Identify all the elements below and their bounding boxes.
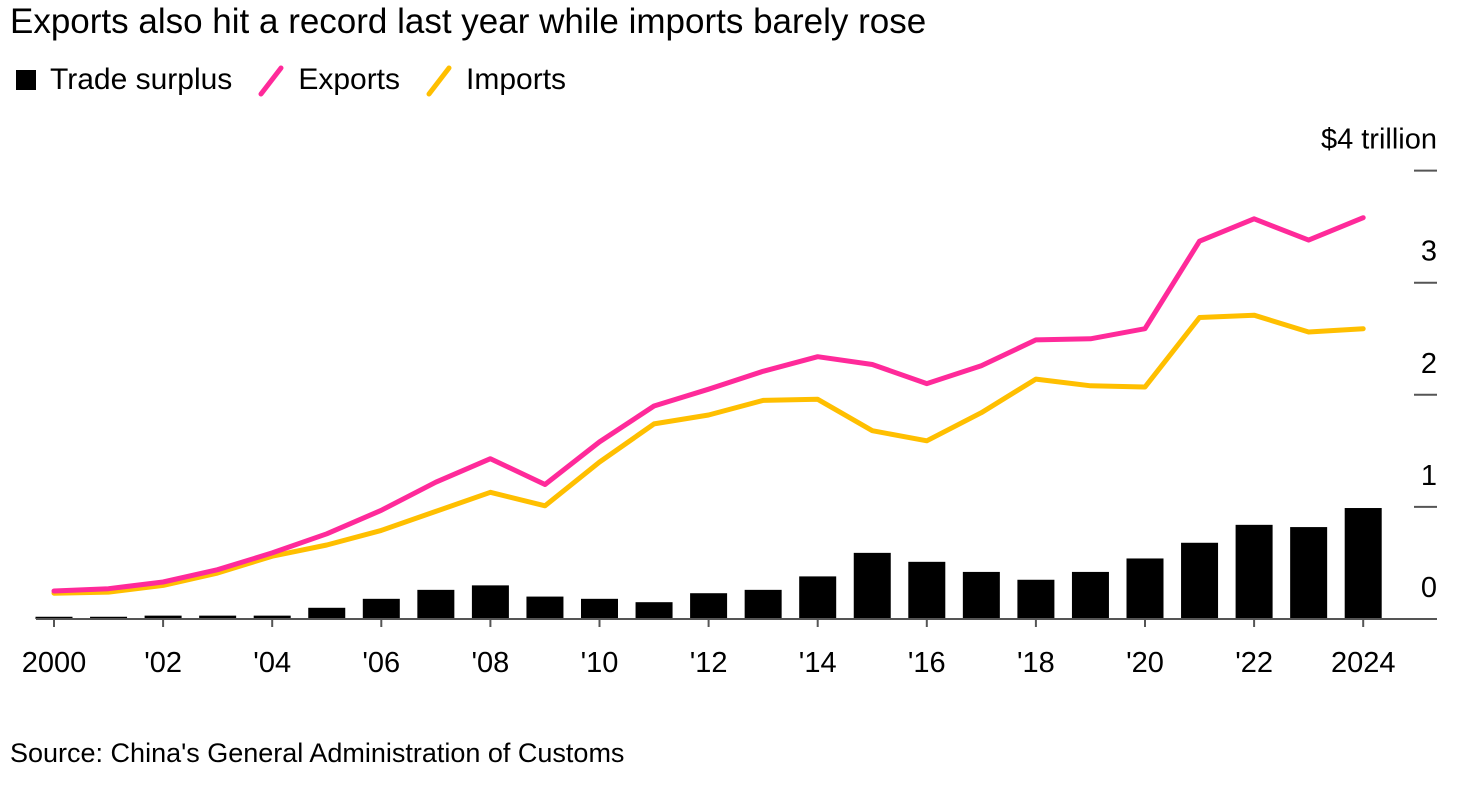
y-tick-label: 0: [1421, 572, 1437, 604]
source-note: Source: China's General Administration o…: [10, 738, 625, 768]
bar-trade-surplus: [35, 616, 73, 619]
x-tick-label: '08: [472, 647, 510, 679]
legend: Trade surplus Exports Imports: [16, 62, 592, 98]
x-tick-label: '12: [690, 647, 728, 679]
bar-trade-surplus: [962, 571, 1000, 619]
bar-trade-surplus: [635, 602, 673, 619]
legend-item-exports: Exports: [258, 62, 400, 98]
bar-trade-surplus: [908, 561, 946, 619]
bar-trade-surplus: [1017, 579, 1055, 619]
chart-title: Exports also hit a record last year whil…: [10, 2, 927, 41]
x-tick-label: '14: [799, 647, 837, 679]
line-imports: [51, 312, 1366, 596]
x-tick-label: 2000: [22, 647, 87, 679]
bar-trade-surplus: [1290, 527, 1328, 619]
x-tick-label: '16: [908, 647, 946, 679]
bar-trade-surplus: [362, 598, 400, 619]
x-tick-label: 2024: [1331, 647, 1396, 679]
bar-trade-surplus: [526, 596, 564, 619]
bar-trade-surplus: [1071, 571, 1109, 619]
bar-trade-surplus: [144, 615, 182, 619]
x-tick-label: '18: [1017, 647, 1055, 679]
y-tick-label: 2: [1421, 348, 1437, 380]
bar-trade-surplus: [1181, 542, 1219, 619]
y-tick-label: 3: [1421, 236, 1437, 268]
bar-trade-surplus: [744, 589, 782, 619]
bar-trade-surplus: [690, 593, 728, 619]
legend-label-trade-surplus: Trade surplus: [50, 63, 233, 96]
bar-trade-surplus: [253, 615, 291, 619]
x-tick-label: '04: [253, 647, 291, 679]
x-tick-label: '22: [1235, 647, 1273, 679]
y-tick-label: 1: [1421, 460, 1437, 492]
line-exports: [51, 215, 1366, 594]
trade-surplus-swatch-icon: [16, 70, 36, 90]
bar-trade-surplus: [581, 598, 618, 619]
imports-swatch-icon: [426, 65, 452, 97]
exports-swatch-icon: [258, 65, 284, 97]
legend-label-imports: Imports: [466, 63, 567, 96]
bar-trade-surplus: [308, 607, 346, 619]
legend-label-exports: Exports: [298, 63, 401, 96]
x-tick-label: '20: [1126, 647, 1164, 679]
bar-trade-surplus: [799, 576, 837, 619]
bar-trade-surplus: [417, 589, 455, 619]
x-tick-label: '02: [144, 647, 182, 679]
legend-item-trade-surplus: Trade surplus: [16, 63, 232, 97]
bar-trade-surplus: [1126, 558, 1164, 619]
y-tick-label: $4 trillion: [1321, 124, 1437, 156]
bar-trade-surplus: [199, 615, 237, 619]
bar-trade-surplus: [471, 585, 509, 619]
legend-item-imports: Imports: [426, 62, 566, 98]
x-tick-label: '06: [362, 647, 400, 679]
bar-trade-surplus: [1235, 524, 1273, 619]
bar-trade-surplus: [90, 616, 128, 619]
bar-trade-surplus: [853, 552, 891, 619]
bar-trade-surplus: [1344, 508, 1382, 619]
x-tick-label: '10: [581, 647, 619, 679]
